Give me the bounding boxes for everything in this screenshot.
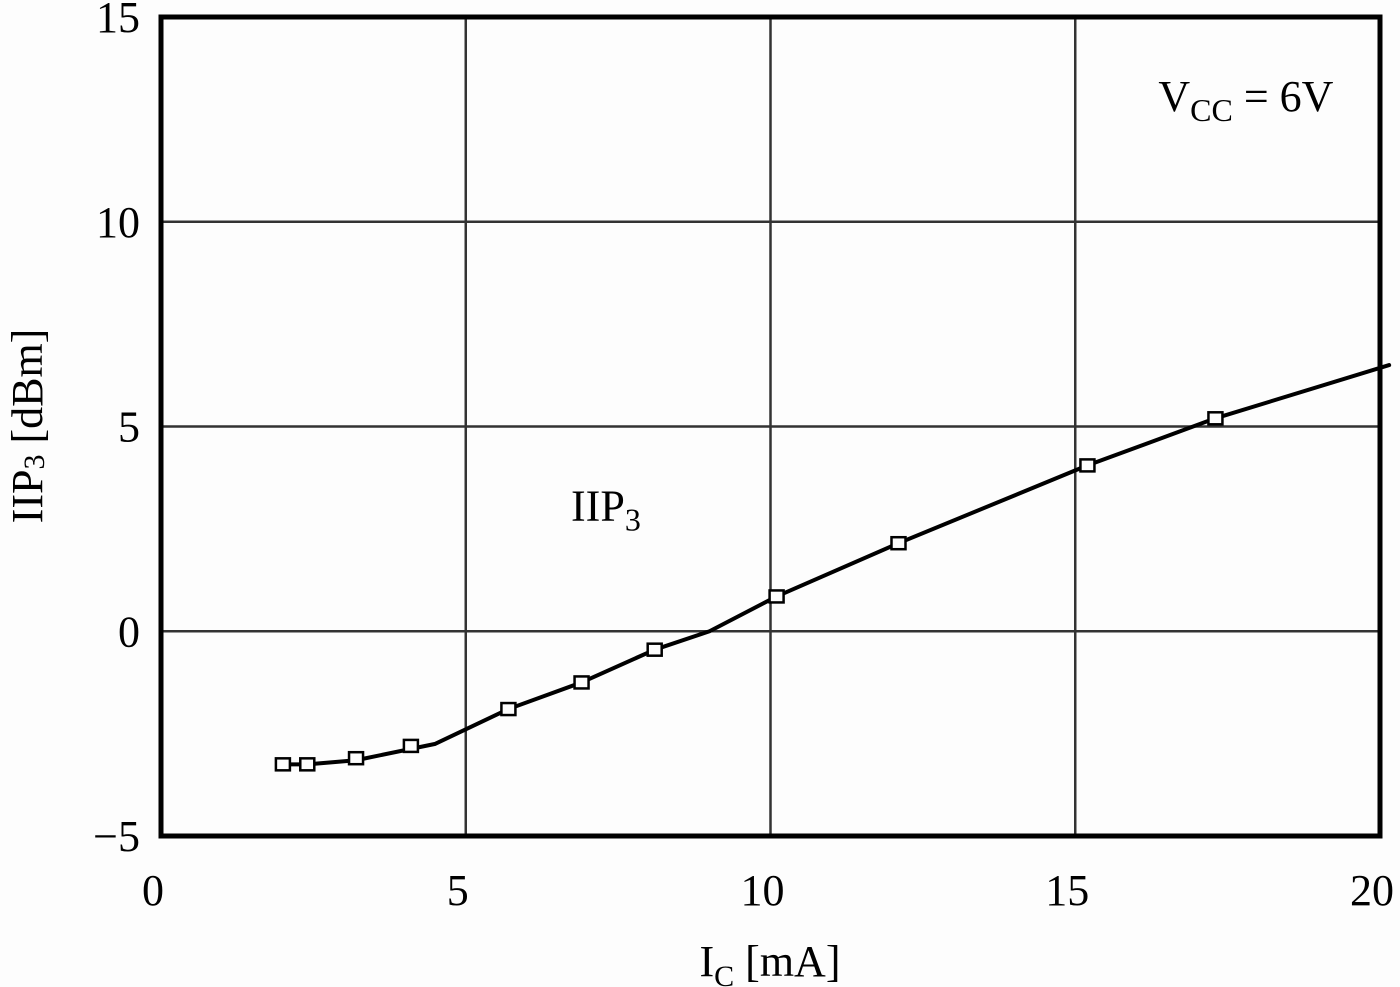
- x-tick-label: 15: [1045, 866, 1089, 915]
- square-marker-icon: [299, 757, 316, 772]
- y-tick-label: 15: [96, 0, 140, 42]
- square-marker-icon: [1079, 458, 1096, 473]
- x-axis-tick-labels: 0 5 10 15 20: [142, 866, 1394, 915]
- square-marker-icon: [1207, 411, 1224, 426]
- y-axis-tick-labels: −5 0 5 10 15: [93, 0, 140, 861]
- x-axis-label: IC [mA]: [700, 937, 841, 987]
- square-marker-icon: [402, 738, 420, 754]
- y-tick-label: 10: [96, 198, 140, 247]
- square-marker-icon: [646, 642, 663, 657]
- square-marker-icon: [500, 701, 517, 717]
- iip3-series: [274, 363, 1392, 772]
- x-tick-label: 5: [447, 866, 469, 915]
- x-tick-label: 10: [741, 866, 785, 915]
- square-marker-icon: [768, 589, 785, 604]
- y-axis-label: IIP3 [dBm]: [3, 329, 52, 524]
- plot-frame: [158, 14, 1383, 839]
- square-marker-icon: [573, 675, 590, 690]
- y-tick-label: −5: [93, 812, 140, 861]
- square-marker-icon: [274, 757, 292, 772]
- annotation-series-label: IIP3: [571, 482, 641, 538]
- plot-border: [158, 14, 1383, 839]
- x-tick-label: 0: [142, 866, 164, 915]
- y-tick-label: 5: [118, 403, 140, 452]
- y-tick-label: 0: [118, 607, 140, 656]
- square-marker-icon: [347, 750, 365, 766]
- chart-annotations: VCC = 6V IIP3: [571, 72, 1334, 538]
- gridlines: [161, 17, 1380, 836]
- square-marker-icon: [890, 535, 907, 551]
- annotation-vcc: VCC = 6V: [1158, 72, 1333, 128]
- x-tick-label: 20: [1350, 866, 1394, 915]
